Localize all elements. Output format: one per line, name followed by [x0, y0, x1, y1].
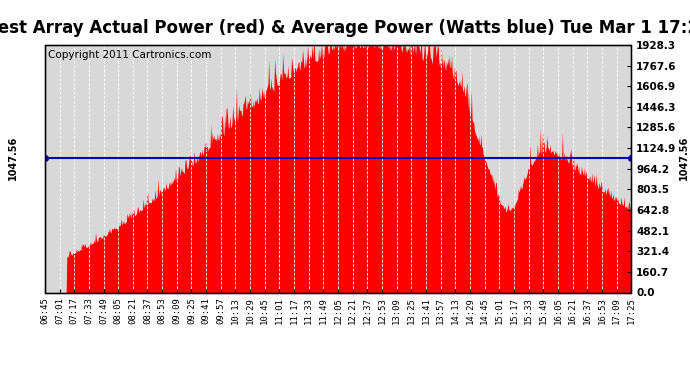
- Text: 1047.56: 1047.56: [8, 136, 17, 180]
- Text: 1047.56: 1047.56: [679, 136, 689, 180]
- Text: West Array Actual Power (red) & Average Power (Watts blue) Tue Mar 1 17:29: West Array Actual Power (red) & Average …: [0, 19, 690, 37]
- Text: Copyright 2011 Cartronics.com: Copyright 2011 Cartronics.com: [48, 50, 211, 60]
